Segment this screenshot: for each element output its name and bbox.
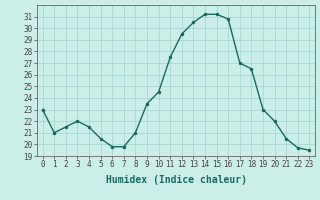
X-axis label: Humidex (Indice chaleur): Humidex (Indice chaleur): [106, 175, 246, 185]
